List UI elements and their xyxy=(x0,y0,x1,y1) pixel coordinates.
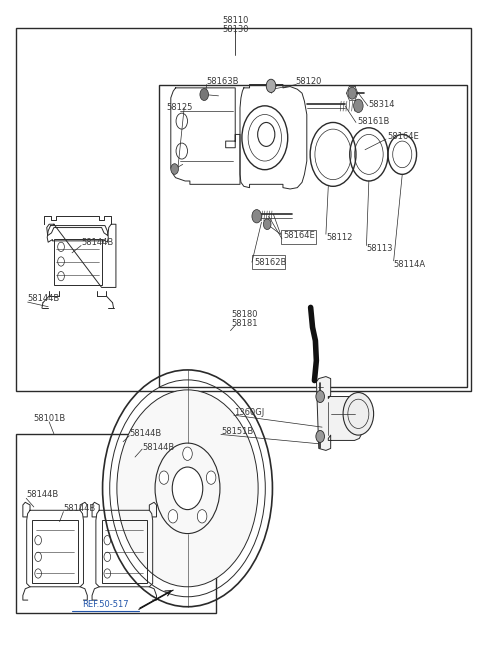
Text: 58151B: 58151B xyxy=(221,427,253,436)
Circle shape xyxy=(354,99,363,112)
Bar xyxy=(54,239,102,285)
Circle shape xyxy=(264,219,271,230)
Text: 58144B: 58144B xyxy=(82,238,114,246)
Text: 58144B: 58144B xyxy=(129,430,162,438)
Bar xyxy=(16,434,216,613)
Text: 58180: 58180 xyxy=(231,309,258,319)
Text: 58125: 58125 xyxy=(166,104,192,112)
Bar xyxy=(159,85,467,387)
Bar xyxy=(102,520,147,583)
Bar xyxy=(16,28,471,391)
Circle shape xyxy=(117,390,258,587)
Bar xyxy=(252,255,285,269)
Text: 1360GJ: 1360GJ xyxy=(234,408,264,417)
Circle shape xyxy=(200,89,208,100)
Circle shape xyxy=(316,391,324,403)
Text: 58130: 58130 xyxy=(222,25,249,34)
Text: 58144B: 58144B xyxy=(26,490,59,500)
Text: 58314: 58314 xyxy=(369,100,396,109)
Polygon shape xyxy=(316,377,362,450)
Circle shape xyxy=(252,210,262,223)
Text: REF.50-517: REF.50-517 xyxy=(82,601,129,609)
Bar xyxy=(33,520,78,583)
Text: 58164E: 58164E xyxy=(283,231,315,240)
Text: 58161B: 58161B xyxy=(357,117,389,126)
Text: 58162B: 58162B xyxy=(254,258,287,267)
Circle shape xyxy=(348,88,357,99)
Text: 58144B: 58144B xyxy=(63,504,96,513)
Circle shape xyxy=(316,430,324,442)
Circle shape xyxy=(168,510,178,523)
Bar xyxy=(281,230,316,244)
Circle shape xyxy=(266,79,276,93)
Text: 58110: 58110 xyxy=(222,15,249,25)
Circle shape xyxy=(172,467,203,510)
Circle shape xyxy=(343,393,373,435)
Text: 58164E: 58164E xyxy=(387,132,419,141)
Text: 58112: 58112 xyxy=(326,233,352,242)
Circle shape xyxy=(197,510,207,523)
Circle shape xyxy=(159,471,168,484)
Text: 58181: 58181 xyxy=(231,319,258,328)
Text: 58144B: 58144B xyxy=(142,443,174,452)
Circle shape xyxy=(206,471,216,484)
Text: 58144B: 58144B xyxy=(28,294,60,303)
Text: 58113: 58113 xyxy=(366,244,393,253)
Circle shape xyxy=(183,447,192,460)
Text: 58114A: 58114A xyxy=(394,260,426,269)
Text: 58163B: 58163B xyxy=(206,77,239,86)
Text: 58120: 58120 xyxy=(296,77,322,86)
Text: 58101B: 58101B xyxy=(33,414,65,423)
Circle shape xyxy=(171,164,179,174)
